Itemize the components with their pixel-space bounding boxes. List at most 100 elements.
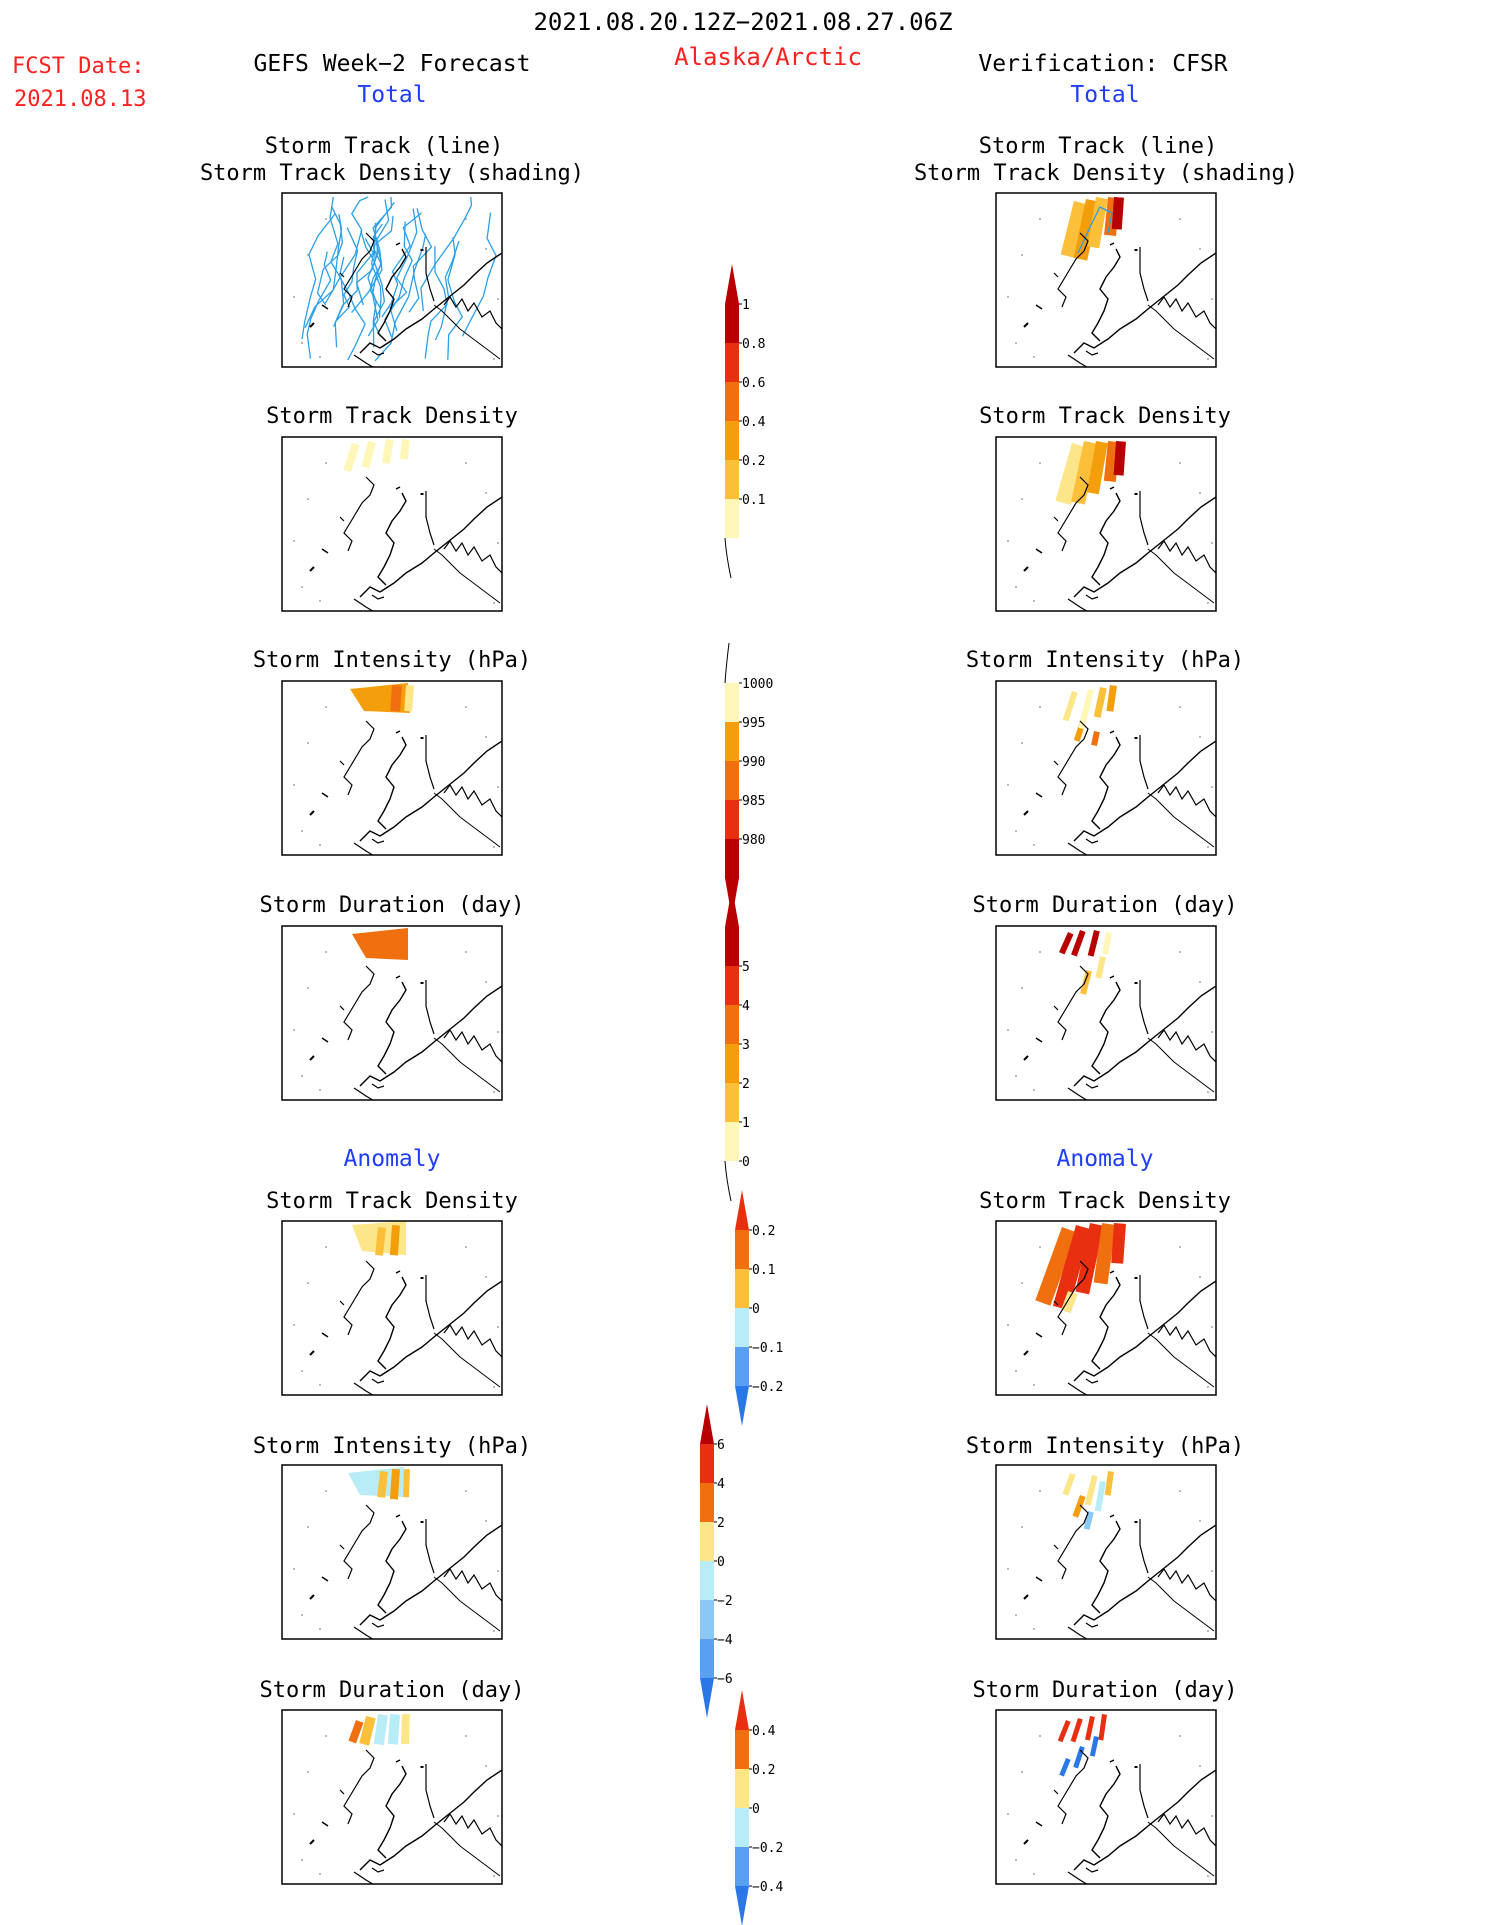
colorbar-segment — [700, 1444, 714, 1483]
colorbar-tick-label: 4 — [742, 999, 750, 1014]
period-title: 2021.08.20.12Z−2021.08.27.06Z — [533, 8, 952, 36]
left-map-panel-6 — [281, 1709, 503, 1885]
colorbar-tick-label: 0.2 — [752, 1224, 775, 1239]
colorbar-segment — [700, 1561, 714, 1600]
alaska-coastline-map — [1005, 949, 1216, 1100]
left-column-title: GEFS Week−2 Forecast — [254, 51, 531, 77]
right-map-panel-5 — [995, 1464, 1217, 1640]
colorbar-segment — [700, 1483, 714, 1522]
right-r6-title: Storm Duration (day) — [973, 1678, 1238, 1703]
colorbar-tick-label: 990 — [742, 755, 765, 770]
alaska-coastline-map — [291, 949, 502, 1100]
colorbar-density-anomaly: −0.2 −0.1 0 0.1 0.2 — [735, 1190, 783, 1426]
alaska-coastline-map — [291, 1244, 502, 1395]
alaska-coastline-map — [291, 704, 502, 855]
shading-overlay — [1059, 930, 1112, 995]
colorbar-segment — [725, 839, 739, 878]
left-r0-title-line1: Storm Track (line) — [265, 134, 503, 159]
shading-overlay — [1055, 440, 1126, 506]
right-total-label: Total — [1070, 82, 1139, 108]
panel-frame — [995, 1220, 1217, 1396]
colorbar-tick-label: −6 — [717, 1672, 733, 1687]
colorbar-segment — [725, 304, 739, 343]
fcst-date-value: 2021.08.13 — [14, 87, 146, 112]
left-map-panel-3 — [281, 925, 503, 1101]
fcst-date-label: FCST Date: — [12, 54, 144, 79]
colorbar-segment — [735, 1230, 749, 1269]
colorbar-tick-label: 0.4 — [742, 415, 766, 430]
left-r0-title-line2: Storm Track Density (shading) — [200, 161, 584, 186]
colorbar-tick-label: 6 — [717, 1438, 725, 1453]
colorbar-segment — [725, 343, 739, 382]
panel-frame — [281, 925, 503, 1101]
panel-frame — [281, 436, 503, 612]
colorbar-intensity-anomaly: −6 −4 −2 0 2 4 6 — [700, 1404, 733, 1718]
colorbar-bottom-arrow — [735, 1886, 749, 1925]
colorbar-top-arrow — [700, 1404, 714, 1444]
left-r6-title: Storm Duration (day) — [260, 1678, 525, 1703]
shading-overlay — [1062, 685, 1117, 746]
left-r4-title: Storm Track Density — [266, 1189, 518, 1214]
left-map-panel-1 — [281, 436, 503, 612]
left-r3-title: Storm Duration (day) — [260, 893, 525, 918]
colorbar-tick-label: 995 — [742, 716, 765, 731]
right-map-panel-2 — [995, 680, 1217, 856]
colorbar-segment — [725, 421, 739, 460]
colorbar-tick-label: 1 — [742, 298, 750, 313]
shading-overlay — [352, 1221, 406, 1256]
right-r5-title: Storm Intensity (hPa) — [966, 1434, 1244, 1459]
colorbar-tick-label: 1 — [742, 1116, 750, 1131]
colorbar-segment — [725, 1122, 739, 1161]
colorbar-segment — [725, 800, 739, 839]
alaska-coastline-map — [1005, 704, 1216, 855]
panel-frame — [995, 925, 1217, 1101]
panel-frame — [995, 1709, 1217, 1885]
colorbar-segment — [725, 499, 739, 538]
colorbar-tick-label: −4 — [717, 1633, 733, 1648]
shading-overlay — [343, 439, 410, 473]
alaska-coastline-map — [291, 1488, 502, 1639]
colorbar-tick-label: 0.4 — [752, 1724, 776, 1739]
colorbar-top-arrow — [735, 1690, 749, 1730]
panel-frame — [995, 680, 1217, 856]
colorbar-segment — [725, 1005, 739, 1044]
right-map-panel-6 — [995, 1709, 1217, 1885]
colorbar-tick-label: 4 — [717, 1477, 725, 1492]
colorbar-segment — [735, 1730, 749, 1769]
shading-overlay — [1062, 1470, 1114, 1530]
colorbar-segment — [725, 927, 739, 966]
right-r4-title: Storm Track Density — [979, 1189, 1231, 1214]
shading-overlay — [1060, 197, 1124, 261]
panel-frame — [995, 1464, 1217, 1640]
shading-overlay — [348, 1714, 410, 1746]
shading-overlay — [301, 196, 497, 362]
colorbar-density: 0.1 0.2 0.4 0.6 0.8 1 — [724, 264, 766, 579]
alaska-coastline-map — [1005, 460, 1216, 611]
colorbar-tick-label: 0.1 — [752, 1263, 775, 1278]
shading-overlay — [352, 928, 408, 960]
colorbar-segment — [725, 1044, 739, 1083]
colorbar-tick-label: 5 — [742, 960, 750, 975]
colorbar-segment — [725, 382, 739, 421]
colorbar-duration: 0 1 2 3 4 5 — [724, 887, 750, 1202]
colorbar-segment — [735, 1847, 749, 1886]
shading-overlay — [350, 683, 414, 713]
colorbar-tick-label: 1000 — [742, 677, 773, 692]
shading-overlay — [348, 1467, 410, 1500]
colorbar-tick-label: 2 — [717, 1516, 725, 1531]
left-r2-title: Storm Intensity (hPa) — [253, 648, 531, 673]
colorbar-segment — [725, 1083, 739, 1122]
colorbar-segment — [735, 1347, 749, 1386]
left-map-panel-0 — [281, 192, 503, 368]
colorbar-tick-label: 3 — [742, 1038, 750, 1053]
colorbar-segment — [725, 966, 739, 1005]
alaska-coastline-map — [291, 460, 502, 611]
colorbar-bottom-arrow — [700, 1678, 714, 1718]
right-r0-title-line1: Storm Track (line) — [979, 134, 1217, 159]
right-map-panel-0 — [995, 192, 1217, 368]
colorbar-segment — [735, 1808, 749, 1847]
colorbar-tick-label: 0.1 — [742, 493, 765, 508]
colorbar-bottom-arrow — [735, 1386, 749, 1426]
colorbar-segment — [725, 761, 739, 800]
region-title: Alaska/Arctic — [674, 43, 862, 71]
